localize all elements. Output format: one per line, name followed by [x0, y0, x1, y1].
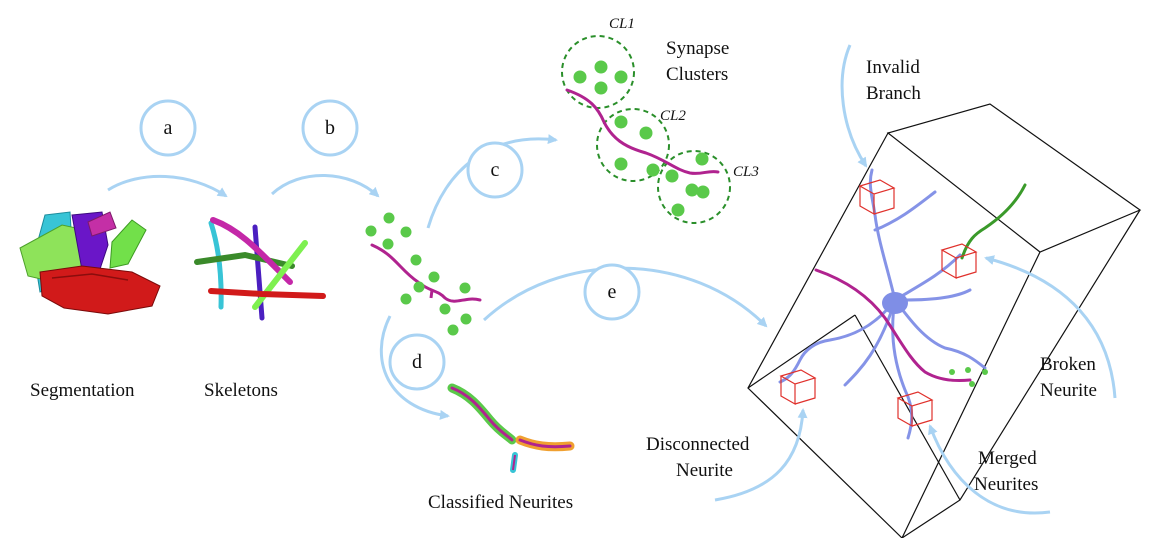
skeletons-render: [194, 217, 326, 321]
label-disconnected-neurite-2: Neurite: [676, 460, 733, 481]
label-synapse-clusters-2: Clusters: [666, 64, 728, 85]
label-classified-neurites: Classified Neurites: [428, 492, 573, 513]
arrow-disconnected-neurite: [714, 408, 808, 502]
proofreading-volume: [747, 103, 1142, 538]
step-a: a: [139, 99, 197, 157]
step-b-label: b: [325, 117, 335, 139]
arrow-a: [107, 174, 228, 198]
classified-neurites-render: [447, 383, 575, 473]
segmentation-render: [19, 211, 161, 315]
label-merged-neurites-2: Neurites: [974, 474, 1038, 495]
synapse-scatter: [365, 212, 482, 336]
step-e: e: [583, 263, 641, 321]
label-disconnected-neurite-1: Disconnected: [646, 434, 750, 455]
arrow-d: [379, 315, 450, 420]
step-d-label: d: [412, 351, 422, 373]
label-broken-neurite-1: Broken: [1040, 354, 1096, 375]
label-synapse-clusters-1: Synapse: [666, 38, 729, 59]
arrow-merged-neurites: [928, 424, 1051, 515]
label-skeletons: Skeletons: [204, 380, 278, 401]
step-b: b: [301, 99, 359, 157]
cluster-label-cl1: CL1: [609, 16, 635, 32]
cluster-label-cl2: CL2: [660, 108, 686, 124]
arrow-invalid-branch: [840, 44, 868, 168]
cluster-label-cl3: CL3: [733, 164, 759, 180]
step-c-label: c: [491, 159, 500, 181]
step-c: c: [466, 141, 524, 199]
label-invalid-branch-2: Branch: [866, 83, 921, 104]
label-invalid-branch-1: Invalid: [866, 57, 920, 78]
synapse-clusters: [561, 35, 731, 224]
step-e-label: e: [608, 281, 617, 303]
arrow-b: [270, 174, 380, 198]
arrow-broken-neurite: [984, 255, 1117, 399]
step-a-label: a: [164, 117, 173, 139]
label-segmentation: Segmentation: [30, 380, 135, 401]
label-merged-neurites-1: Merged: [978, 448, 1037, 469]
step-d: d: [388, 333, 446, 391]
label-broken-neurite-2: Neurite: [1040, 380, 1097, 401]
